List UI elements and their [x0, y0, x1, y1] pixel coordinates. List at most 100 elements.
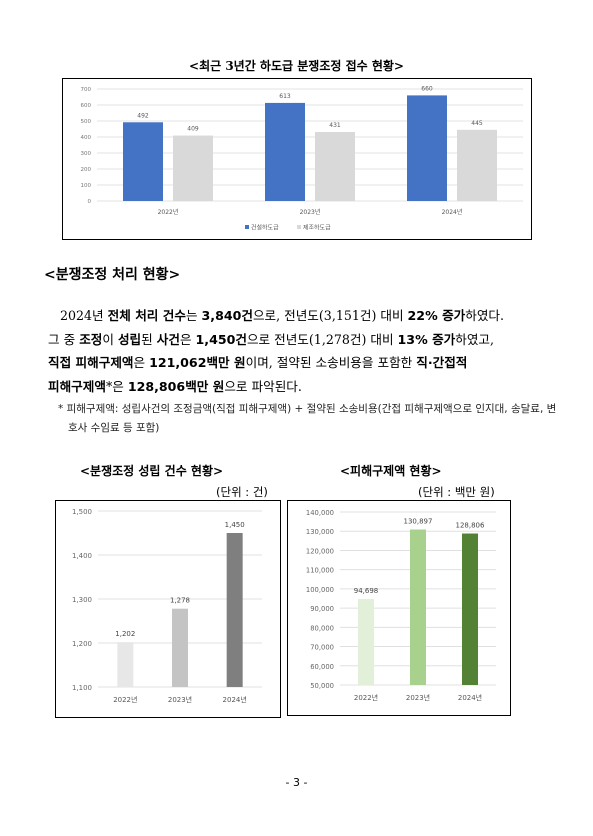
- x-tick-label: 2022년: [113, 695, 137, 704]
- y-tick-label: 0: [88, 199, 92, 205]
- bold-text: 121,062백만 원: [149, 355, 246, 370]
- y-tick-label: 400: [81, 135, 92, 141]
- x-tick-label: 2022년: [158, 208, 179, 216]
- text-run: 이며, 절약된 소송비용을 포함한: [245, 355, 417, 370]
- paragraph-line-3: 직접 피해구제액은 121,062백만 원이며, 절약된 소송비용을 포함한 직…: [48, 351, 548, 375]
- y-tick-label: 200: [81, 167, 92, 173]
- y-tick-label: 300: [81, 151, 92, 157]
- bold-text: 128,806백만 원: [127, 378, 225, 394]
- bar: [226, 533, 243, 687]
- y-tick-label: 1,400: [72, 552, 92, 560]
- x-tick-label: 2023년: [406, 693, 430, 702]
- text-run: 으로 전년도(1,278건) 대비: [246, 331, 398, 347]
- data-label: 445: [471, 120, 483, 127]
- paragraph-line-4: 피해구제액*은 128,806백만 원으로 파악된다.: [48, 375, 548, 399]
- y-tick-label: 90,000: [310, 605, 334, 613]
- y-tick-label: 500: [81, 119, 92, 125]
- text-run: 으로 파악된다.: [224, 378, 302, 394]
- legend-label: 제조하도급: [303, 224, 331, 232]
- bar: [117, 642, 134, 687]
- bar: [407, 95, 447, 201]
- bold-text: 사건: [156, 331, 180, 347]
- data-label: 431: [329, 122, 341, 129]
- bar: [172, 608, 188, 687]
- y-tick-label: 140,000: [306, 509, 334, 517]
- y-tick-label: 1,500: [72, 508, 92, 516]
- x-tick-label: 2024년: [458, 693, 482, 702]
- bar: [410, 529, 426, 685]
- bold-text: 1,450건: [195, 331, 247, 347]
- x-tick-label: 2024년: [442, 208, 463, 216]
- legend-swatch: [245, 225, 249, 229]
- paragraph-line-2: 그 중 조정이 성립된 사건은 1,450건으로 전년도(1,278건) 대비 …: [48, 328, 548, 352]
- data-label: 128,806: [456, 522, 485, 530]
- text-run: 된: [141, 331, 157, 347]
- y-tick-label: 700: [81, 87, 92, 93]
- data-label: 94,698: [354, 587, 379, 595]
- paragraph-line-1: 2024년 전체 처리 건수는 3,840건으로, 전년도(3,151건) 대비…: [48, 304, 548, 328]
- page-number: - 3 -: [285, 776, 308, 789]
- data-label: 1,202: [115, 630, 135, 638]
- left-chart-title: <분쟁조정 성립 건수 현황>: [80, 464, 224, 478]
- section-heading: <분쟁조정 처리 현황>: [44, 267, 181, 283]
- data-label: 1,278: [170, 597, 190, 605]
- text-run: 그 중: [48, 331, 80, 347]
- data-label: 130,897: [404, 517, 433, 525]
- bar: [462, 533, 478, 685]
- text-run: 하였고,: [455, 331, 495, 347]
- bold-text: 성립: [117, 331, 142, 347]
- data-label: 492: [137, 112, 149, 119]
- y-tick-label: 1,200: [72, 640, 92, 648]
- left-chart: 1,100 1,200 1,300 1,400 1,500 1,202 2022년 1,278…: [72, 508, 262, 704]
- y-tick-label: 110,000: [306, 567, 334, 575]
- right-chart: 50,000 60,000 70,000 80,000 90,000 100,000 110…: [306, 509, 496, 702]
- bar: [315, 132, 355, 201]
- text-run: 은: [133, 355, 150, 370]
- data-label: 613: [279, 93, 291, 100]
- bold-text: 13% 증가: [397, 331, 456, 347]
- bar: [265, 102, 305, 201]
- y-tick-label: 1,300: [72, 596, 92, 604]
- x-tick-label: 2023년: [300, 208, 321, 216]
- bar: [173, 135, 213, 201]
- bold-text: 22% 증가: [407, 308, 466, 323]
- data-label: 409: [187, 126, 199, 133]
- text-run: 2024년: [60, 308, 108, 323]
- y-tick-label: 50,000: [310, 682, 334, 690]
- top-chart: 0 100 200 300 400 500 600 700 492 409 2022년 613 431 2…: [81, 85, 523, 232]
- top-chart-frame: 0 100 200 300 400 500 600 700 492 409 2022년 613 431 2…: [62, 78, 532, 240]
- text-run: 은: [179, 331, 196, 347]
- data-label: 660: [421, 85, 433, 92]
- bold-text: 조정: [79, 331, 103, 347]
- y-tick-label: 1,100: [72, 684, 92, 692]
- y-tick-label: 130,000: [306, 528, 334, 536]
- y-tick-label: 60,000: [310, 663, 334, 671]
- right-chart-title: <피해구제액 현황>: [340, 464, 442, 478]
- x-tick-label: 2024년: [223, 695, 247, 704]
- left-chart-frame: 1,100 1,200 1,300 1,400 1,500 1,202 2022년 1,278…: [55, 500, 281, 718]
- y-tick-label: 100: [81, 183, 92, 189]
- bar: [123, 122, 163, 201]
- right-chart-unit: (단위 : 백만 원): [418, 485, 495, 499]
- y-tick-label: 120,000: [306, 547, 334, 555]
- right-chart-frame: 50,000 60,000 70,000 80,000 90,000 100,000 110…: [287, 500, 511, 716]
- bold-text: 전체 처리 건수: [107, 308, 186, 323]
- bar: [358, 599, 374, 685]
- bold-text: 3,840건: [201, 308, 253, 323]
- bold-text: 직·간접적: [416, 355, 468, 370]
- y-tick-label: 600: [81, 103, 92, 109]
- legend-swatch: [297, 225, 301, 229]
- y-tick-label: 70,000: [310, 644, 334, 652]
- data-label: 1,450: [225, 521, 245, 529]
- text-run: 는: [185, 308, 202, 323]
- text-run: 하였다.: [465, 308, 505, 323]
- x-tick-label: 2022년: [354, 693, 378, 702]
- text-run: 으로, 전년도(3,151건) 대비: [252, 308, 408, 323]
- legend-label: 건설하도급: [251, 224, 279, 232]
- top-chart-title: <최근 3년간 하도급 분쟁조정 접수 현황>: [189, 59, 404, 73]
- bar: [457, 129, 497, 201]
- bold-text: 피해구제액: [48, 378, 106, 394]
- y-tick-label: 100,000: [306, 586, 334, 594]
- text-run: 이: [102, 331, 118, 347]
- y-tick-label: 80,000: [310, 624, 334, 632]
